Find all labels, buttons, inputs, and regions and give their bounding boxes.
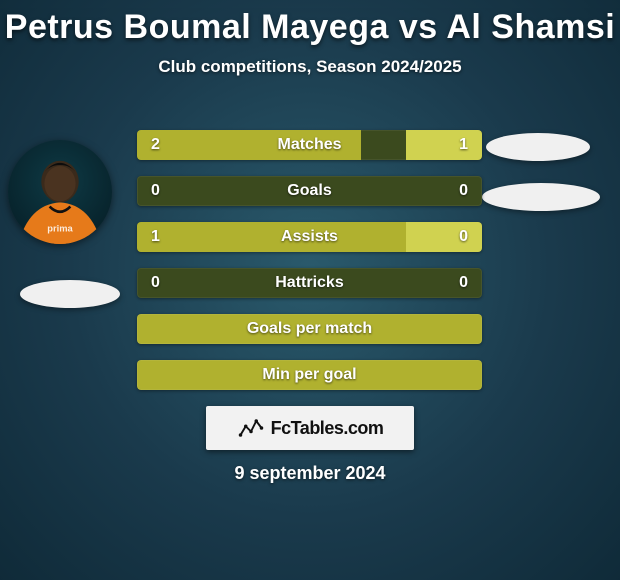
stat-left-fill	[137, 130, 361, 160]
page-subtitle: Club competitions, Season 2024/2025	[0, 57, 620, 77]
fctables-logo-icon	[237, 414, 265, 442]
player-right-name-oval-2	[482, 183, 600, 211]
brand-box[interactable]: FcTables.com	[206, 406, 414, 450]
stat-row-hattricks: 0 0Hattricks	[137, 268, 482, 298]
stat-right-fill	[406, 222, 482, 252]
player-left-name-oval	[20, 280, 120, 308]
stat-label: Goals per match	[137, 314, 482, 344]
stat-row-goals-per-match: Goals per match	[137, 314, 482, 344]
stat-right-value: 0	[459, 176, 468, 206]
stat-row-matches: 21Matches	[137, 130, 482, 160]
page-title: Petrus Boumal Mayega vs Al Shamsi	[0, 8, 620, 47]
stats-bars: 21Matches00Goals10Assists00HattricksGoal…	[137, 130, 482, 406]
stat-row-assists: 10Assists	[137, 222, 482, 252]
stat-row-goals: 0 0Goals	[137, 176, 482, 206]
stat-left-value: 0	[151, 176, 160, 206]
stat-label: Hattricks	[137, 268, 482, 298]
stat-label: Goals	[137, 176, 482, 206]
stat-left-value: 0	[151, 268, 160, 298]
brand-text: FcTables.com	[271, 418, 384, 439]
svg-text:prima: prima	[47, 224, 73, 234]
player-left-avatar: prima	[8, 140, 112, 244]
avatar-placeholder-icon: prima	[8, 140, 112, 244]
player-right-name-oval-1	[486, 133, 590, 161]
stat-row-min-per-goal: Min per goal	[137, 360, 482, 390]
stat-right-value: 0	[459, 268, 468, 298]
date-line: 9 september 2024	[0, 463, 620, 484]
stat-label: Min per goal	[137, 360, 482, 390]
stat-right-fill	[406, 130, 482, 160]
stat-left-fill	[137, 222, 406, 252]
